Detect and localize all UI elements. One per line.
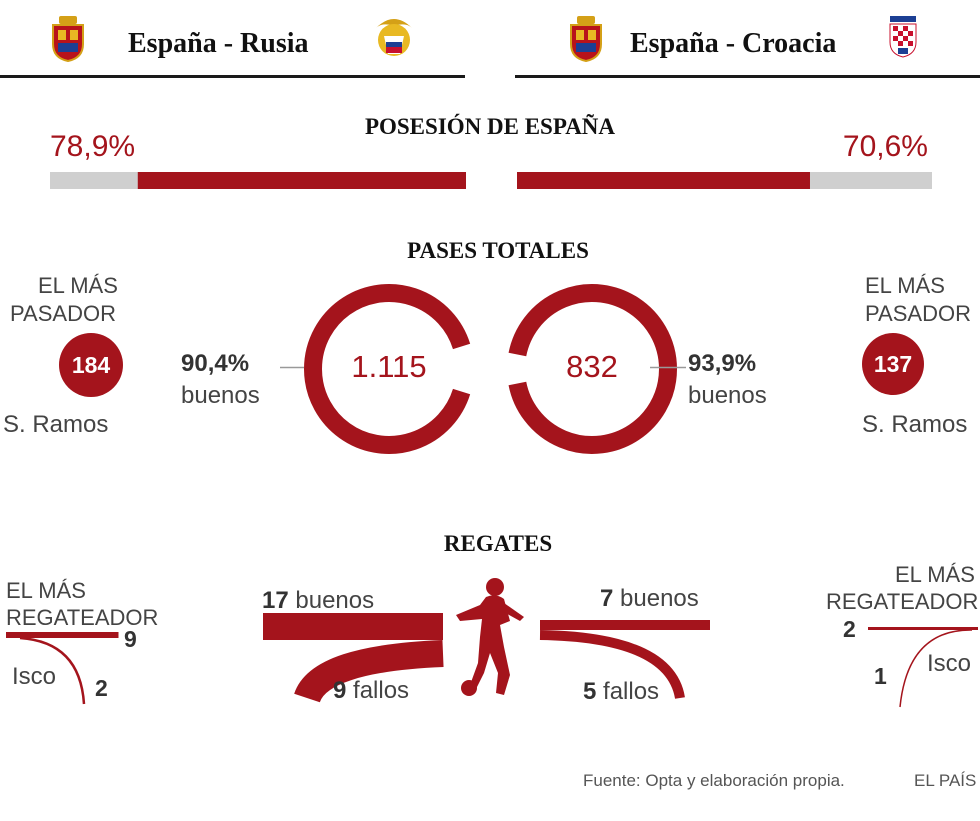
right-top-dribbler-good: 2 [843, 616, 856, 642]
right-dribbles-failed-label: 5 fallos [583, 678, 659, 706]
russia-crest-icon [370, 14, 418, 66]
left-top-dribbler-good: 9 [124, 626, 137, 652]
possession-bars [50, 172, 932, 189]
right-dribbles-good-label: 7 buenos [600, 585, 699, 613]
right-accuracy-leader [650, 366, 686, 369]
left-pass-donut-accuracy-arc [304, 284, 471, 454]
right-top-passer-name: S. Ramos [862, 411, 968, 438]
left-dribbles-good-value: 17 [262, 587, 289, 614]
left-dribbles-failed-value: 9 [333, 677, 347, 704]
possession-title: POSESIÓN DE ESPAÑA [364, 114, 616, 139]
left-dribbles-failed-text: fallos [353, 677, 410, 704]
left-top-passer-heading-1: EL MÁS [38, 273, 118, 298]
left-top-dribbler-name: Isco [12, 663, 57, 690]
croatia-crest-icon [888, 16, 918, 58]
right-top-dribbler-graphic [868, 627, 978, 708]
right-top-dribbler-heading-2: REGATEADOR [826, 589, 979, 614]
left-top-dribbler-failed-arc [19, 636, 86, 705]
right-top-dribbler-name: Isco [927, 650, 972, 677]
right-top-passer-heading-1: EL MÁS [865, 273, 945, 298]
right-dribbles-good-bar [540, 620, 710, 630]
left-dribbles-failed-label: 9 fallos [333, 677, 409, 705]
passes-title: PASES TOTALES [407, 238, 589, 263]
right-dribbles-failed-value: 5 [583, 678, 597, 705]
right-pass-accuracy-label: buenos [688, 382, 767, 409]
left-pass-total: 1.115 [351, 349, 427, 384]
possession-right-bar [517, 172, 810, 189]
right-pass-total: 832 [566, 349, 618, 384]
left-pass-accuracy-label: buenos [181, 382, 260, 409]
left-dribbles-good-label: 17 buenos [262, 587, 374, 615]
left-top-dribbler-failed: 2 [95, 675, 108, 701]
header-rule-left [0, 75, 465, 78]
dribbles-title: REGATES [443, 531, 553, 556]
left-dribbles-good-bar [263, 613, 443, 640]
passes-donuts [304, 284, 677, 454]
right-top-dribbler-heading-1: EL MÁS [895, 562, 975, 587]
right-top-dribbler-failed: 1 [874, 663, 887, 689]
header-rule-right [515, 75, 980, 78]
left-top-dribbler-heading-1: EL MÁS [6, 578, 86, 603]
possession-right-value: 70,6% [842, 130, 928, 163]
left-top-dribbler-good-bar [6, 632, 119, 638]
right-top-dribbler-failed-arc [899, 629, 973, 708]
left-pass-accuracy: 90,4% [181, 350, 250, 377]
possession-left-value: 78,9% [50, 130, 136, 163]
right-dribbles-failed-text: fallos [603, 678, 660, 705]
left-top-dribbler-heading-2: REGATEADOR [6, 605, 159, 630]
brand-label: EL PAÍS [914, 771, 977, 790]
match-title-croacia: España - Croacia [630, 28, 837, 59]
left-top-passer-name: S. Ramos [3, 411, 109, 438]
right-top-passer-heading-2: PASADOR [865, 301, 971, 326]
dribbles-main-graphic [263, 613, 710, 704]
spain-crest-icon [50, 16, 86, 62]
spain-crest-icon [568, 16, 604, 62]
right-pass-accuracy: 93,9% [688, 350, 757, 377]
right-dribbles-failed-arc [539, 630, 685, 700]
possession-left-bar [137, 172, 466, 189]
left-top-passer-heading-2: PASADOR [10, 301, 116, 326]
right-top-dribbler-good-bar [868, 627, 978, 630]
right-dribbles-good-text: buenos [620, 585, 699, 612]
source-note: Fuente: Opta y elaboración propia. [583, 771, 845, 790]
left-dribbles-failed-arc [294, 640, 444, 704]
footballer-silhouette-icon [450, 575, 532, 708]
left-dribbles-good-text: buenos [295, 587, 375, 614]
right-pass-donut-accuracy-arc [508, 284, 677, 454]
right-dribbles-good-value: 7 [600, 585, 614, 612]
right-top-passer-badge: 137 [862, 333, 924, 395]
left-top-dribbler-graphic [6, 632, 119, 705]
match-title-rusia: España - Rusia [128, 28, 309, 59]
left-top-passer-badge: 184 [59, 333, 123, 397]
